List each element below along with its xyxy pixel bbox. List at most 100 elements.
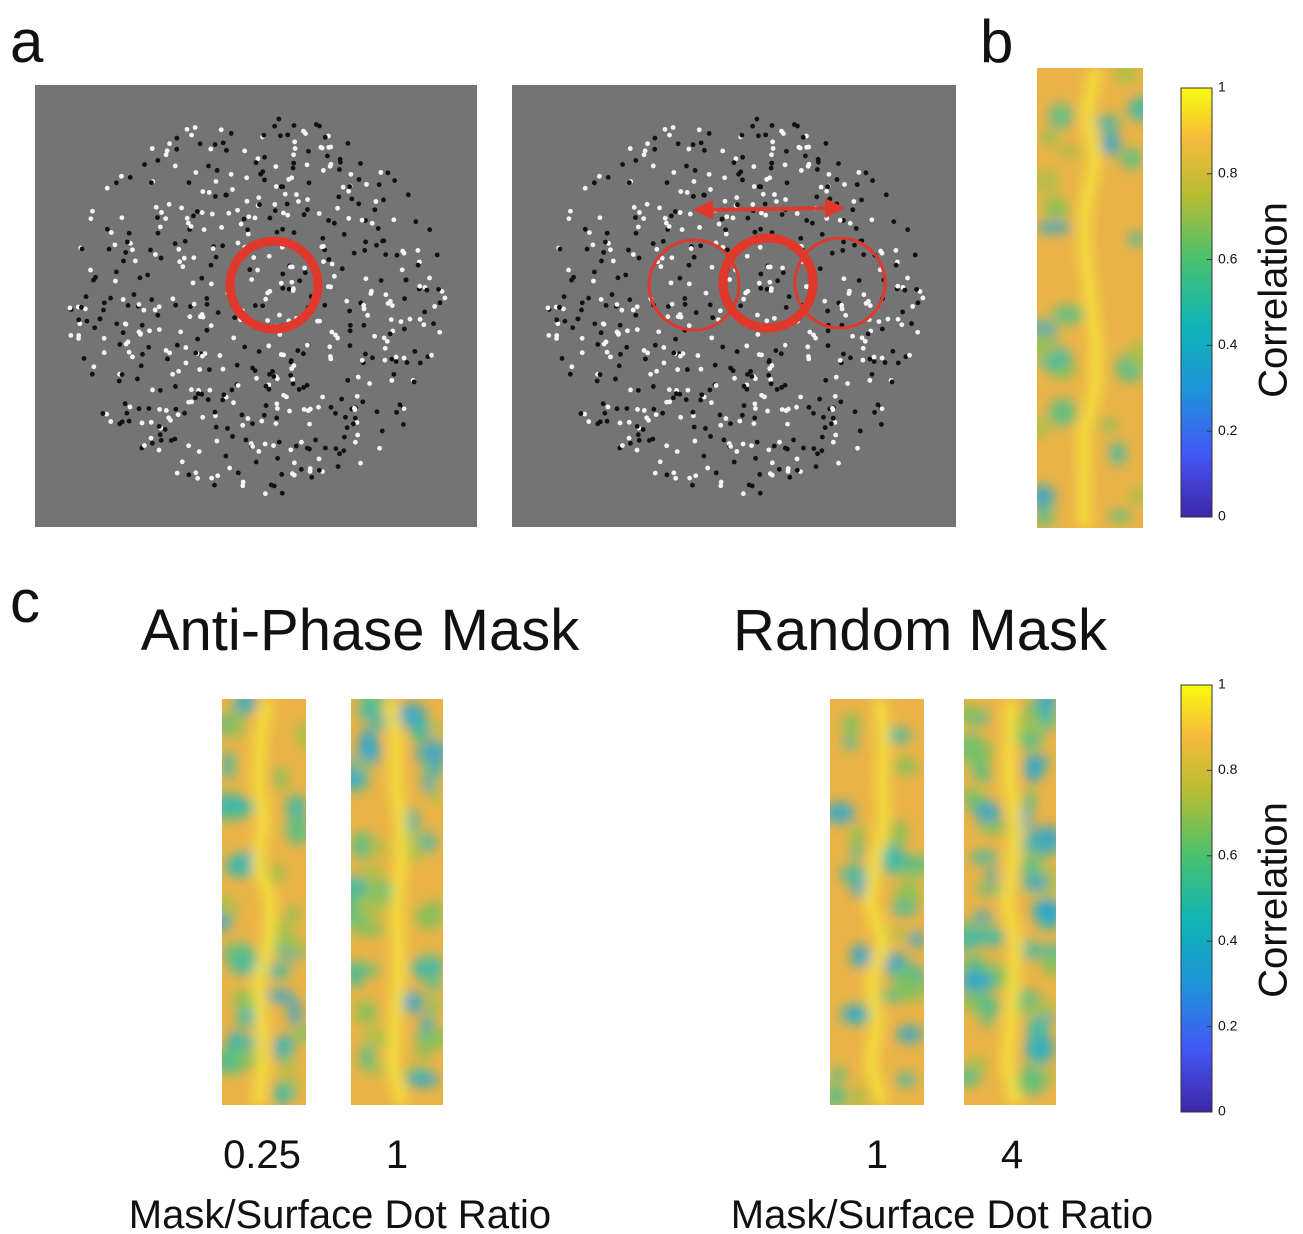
dot [288,447,294,453]
dot [234,362,240,368]
dot [347,322,353,328]
dot [824,215,830,221]
dot [803,284,809,289]
blob [1048,398,1077,427]
dot [730,368,736,374]
dot [273,184,279,189]
dot [706,171,712,177]
dot [682,296,688,301]
dot [660,238,666,244]
dot [665,314,671,320]
dot [333,410,338,416]
dot [687,211,693,217]
dot [307,466,313,471]
dot [601,341,607,347]
dot [767,279,773,285]
dot [124,410,130,416]
dot [691,254,697,260]
blob [973,769,993,783]
dot [839,306,845,312]
dot [907,352,912,358]
dot [398,319,404,325]
dot [641,152,647,158]
dot [561,294,567,300]
dot [879,250,885,256]
dot [263,383,269,389]
dot [156,327,162,332]
heatmap [830,699,924,1105]
dot [280,271,286,277]
dot [670,125,676,130]
dot [794,456,800,462]
dot [628,387,633,393]
dot [361,322,367,328]
colorbar-tick-label: 1 [1218,79,1226,95]
dot [340,184,346,190]
blob [351,832,371,860]
dot [149,440,155,446]
dot [204,301,210,307]
dot [138,363,144,369]
dot [889,379,895,385]
dot [609,292,615,297]
dot [794,404,799,410]
blob [1127,487,1143,505]
dot [571,274,577,280]
dot [88,216,94,222]
dot [156,304,162,310]
dot [316,467,322,473]
dot [736,171,742,177]
dot [376,182,382,188]
dot [764,286,770,292]
blob [285,794,306,820]
dot [163,216,169,222]
dot [337,167,342,172]
dot [206,163,211,169]
dot [803,153,808,159]
dot [81,356,87,361]
dot [185,220,191,226]
dot [757,490,763,496]
dot [644,415,650,421]
dot [126,418,132,424]
dot [172,163,178,169]
dot [383,292,389,298]
dot [713,470,719,476]
blob [1010,714,1043,735]
dot [718,479,724,485]
dot [743,290,749,296]
dot [879,406,885,412]
ratio-label: 0.25 [223,1133,301,1177]
blob [354,1000,378,1024]
dot [798,168,804,173]
heatmap-blobs [830,699,924,1105]
ratio-label: 4 [1001,1133,1023,1177]
dot [829,250,835,256]
dot [717,412,723,418]
blob [1050,108,1071,121]
colorbar-tick-label: 0 [1218,508,1226,524]
dot [148,435,154,441]
blob [285,905,300,921]
dot [830,415,836,421]
dot [723,231,729,237]
dot [601,250,607,255]
dot [149,297,155,303]
dot [756,280,762,286]
dot [240,479,246,485]
dot [666,387,672,393]
dot [673,391,679,397]
dot [582,226,588,232]
ridge [384,699,409,1105]
dot [841,276,847,282]
dot [562,318,568,324]
blob [1031,899,1056,920]
dot [703,426,708,431]
dot [363,239,368,245]
colorbar-tick-label: 0.8 [1218,761,1238,777]
dot [341,231,347,237]
dot [592,321,598,327]
dot [591,278,596,284]
dot [361,302,367,308]
dot [180,264,186,270]
